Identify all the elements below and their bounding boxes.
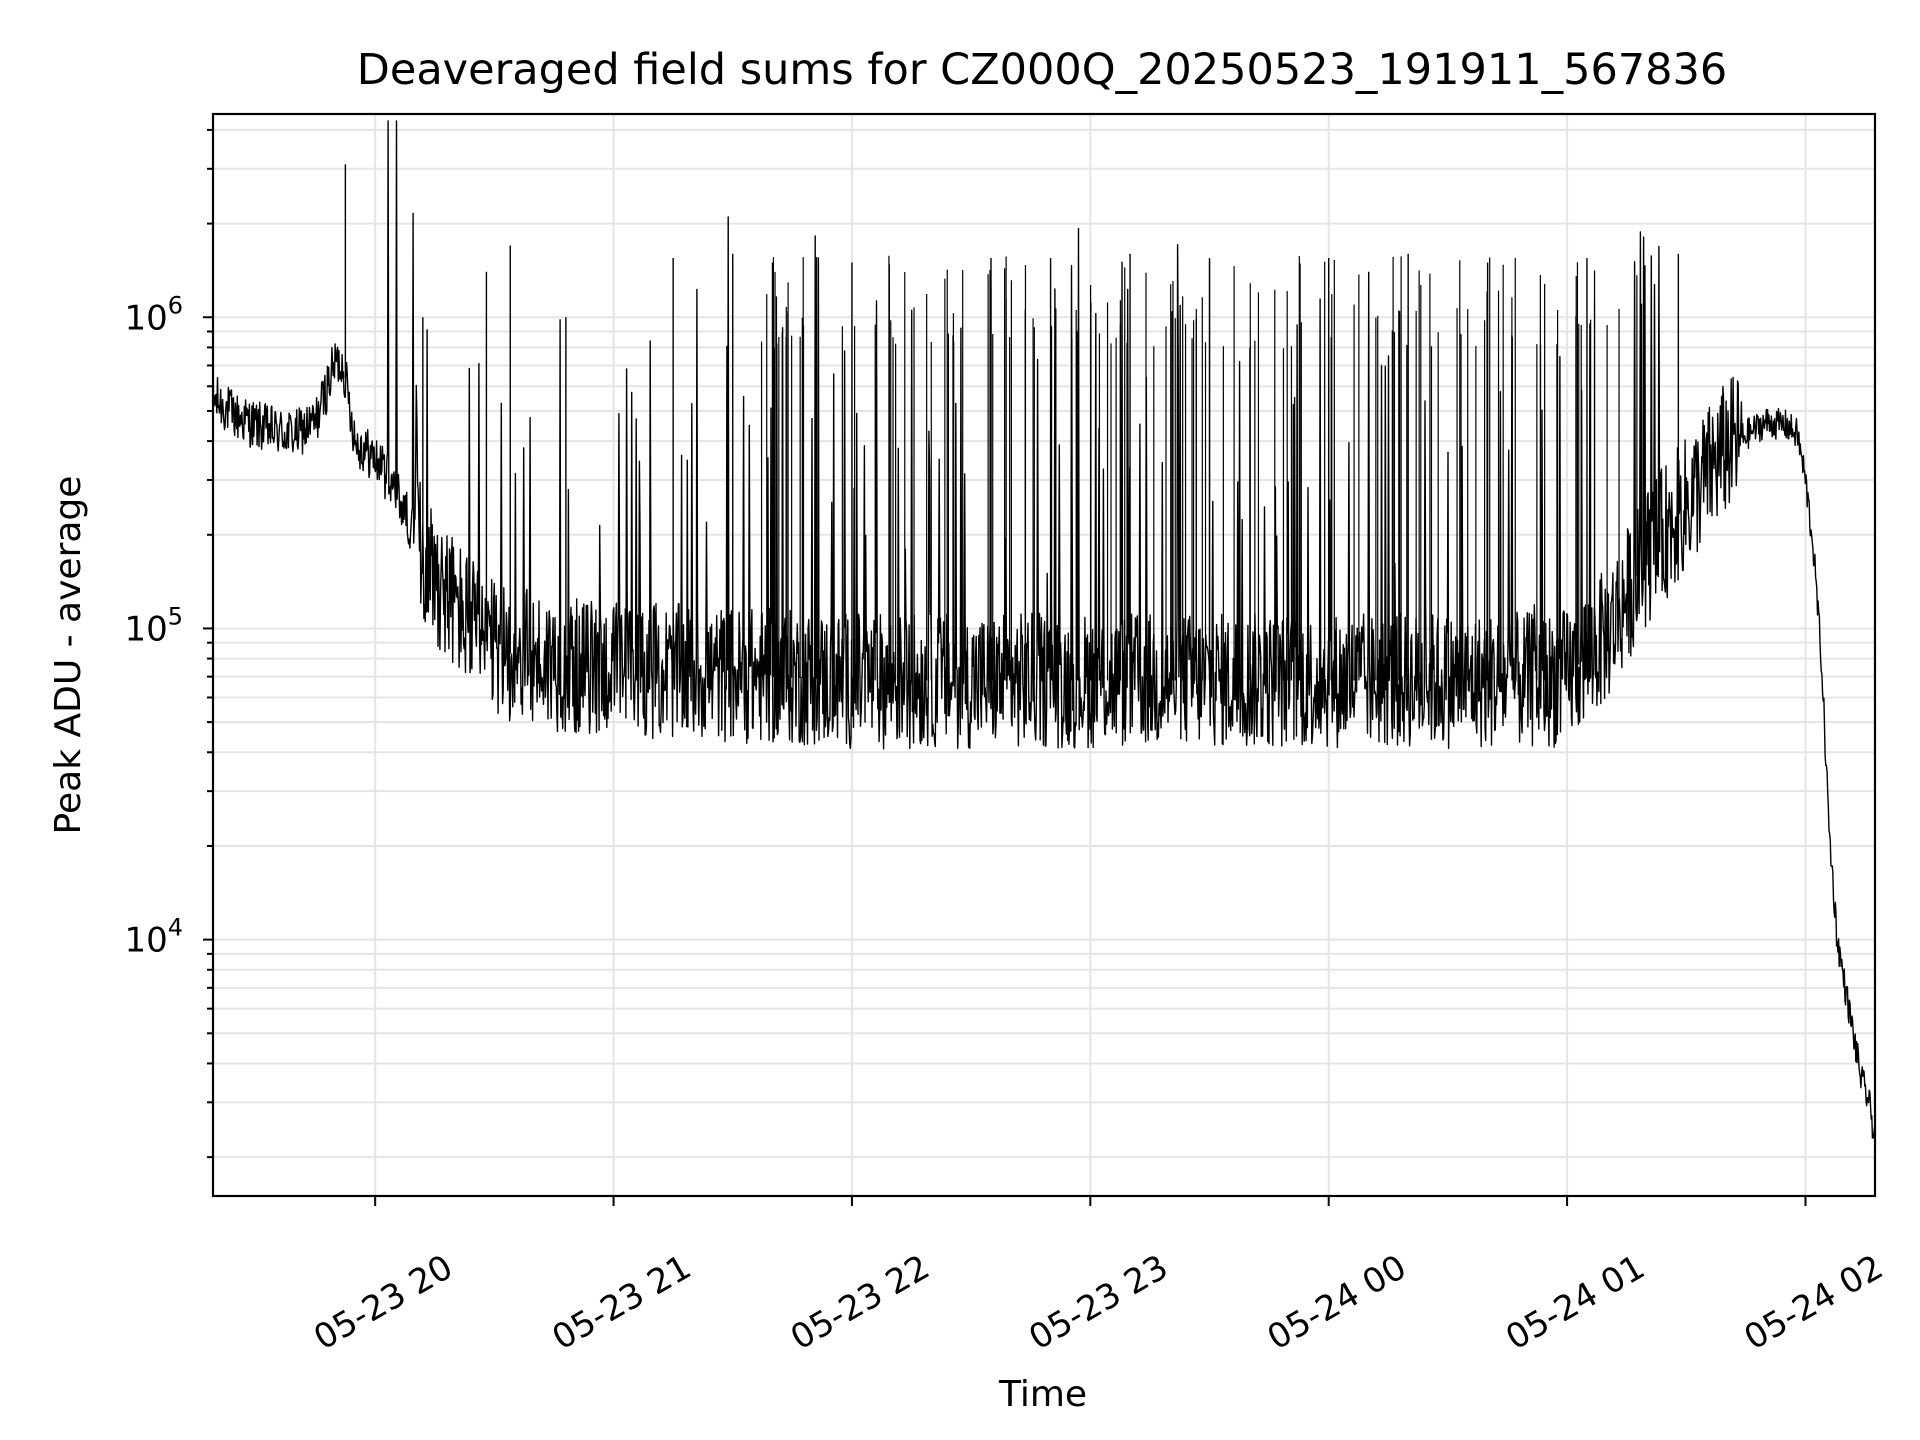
y-axis-ticks: 104 105 106 [124, 128, 213, 1159]
x-axis-label: Time [998, 1374, 1087, 1415]
chart-title: Deaveraged field sums for CZ000Q_2025052… [357, 45, 1727, 95]
y-tick-label: 104 [124, 914, 183, 961]
y-tick-label: 105 [124, 602, 183, 649]
series-line [212, 120, 1876, 1148]
y-axis-label: Peak ADU - average [48, 476, 89, 835]
series-layer [212, 120, 1876, 1148]
axes-frame [211, 112, 1877, 1198]
y-tick-label: 106 [124, 291, 183, 338]
grid-lines [213, 114, 1875, 1196]
